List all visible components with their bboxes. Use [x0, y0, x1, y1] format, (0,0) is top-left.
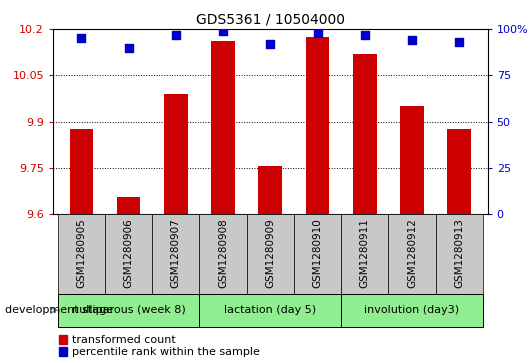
- Bar: [353, 54, 377, 214]
- Text: GSM1280905: GSM1280905: [76, 218, 86, 288]
- Bar: [341, 294, 483, 327]
- Point: [266, 41, 275, 47]
- Bar: [199, 214, 246, 294]
- Bar: [105, 214, 152, 294]
- Bar: [259, 166, 282, 214]
- Point: [219, 28, 227, 34]
- Text: GSM1280906: GSM1280906: [123, 218, 134, 288]
- Text: GSM1280908: GSM1280908: [218, 218, 228, 288]
- Bar: [388, 214, 436, 294]
- Text: GSM1280907: GSM1280907: [171, 218, 181, 288]
- Title: GDS5361 / 10504000: GDS5361 / 10504000: [196, 12, 345, 26]
- Text: GSM1280909: GSM1280909: [266, 218, 275, 288]
- Bar: [58, 214, 105, 294]
- Point: [313, 30, 322, 36]
- Text: GSM1280911: GSM1280911: [360, 218, 370, 288]
- Bar: [436, 214, 483, 294]
- Bar: [211, 41, 235, 214]
- Bar: [164, 94, 188, 214]
- Text: GSM1280912: GSM1280912: [407, 218, 417, 288]
- Bar: [447, 129, 471, 214]
- Point: [77, 35, 85, 41]
- Text: lactation (day 5): lactation (day 5): [224, 305, 316, 315]
- Bar: [294, 214, 341, 294]
- Bar: [400, 106, 424, 214]
- Bar: [58, 294, 199, 327]
- Point: [408, 37, 416, 43]
- Text: GSM1280913: GSM1280913: [454, 218, 464, 288]
- Legend: transformed count, percentile rank within the sample: transformed count, percentile rank withi…: [58, 335, 260, 358]
- Bar: [117, 197, 140, 214]
- Bar: [69, 129, 93, 214]
- Point: [172, 32, 180, 37]
- Bar: [152, 214, 199, 294]
- Bar: [341, 214, 388, 294]
- Text: nulliparous (week 8): nulliparous (week 8): [72, 305, 186, 315]
- Bar: [246, 214, 294, 294]
- Point: [455, 39, 464, 45]
- Text: GSM1280910: GSM1280910: [313, 218, 323, 288]
- Text: involution (day3): involution (day3): [365, 305, 460, 315]
- Point: [360, 32, 369, 37]
- Text: development stage: development stage: [5, 305, 113, 315]
- Point: [125, 45, 133, 50]
- Bar: [306, 37, 329, 214]
- Bar: [199, 294, 341, 327]
